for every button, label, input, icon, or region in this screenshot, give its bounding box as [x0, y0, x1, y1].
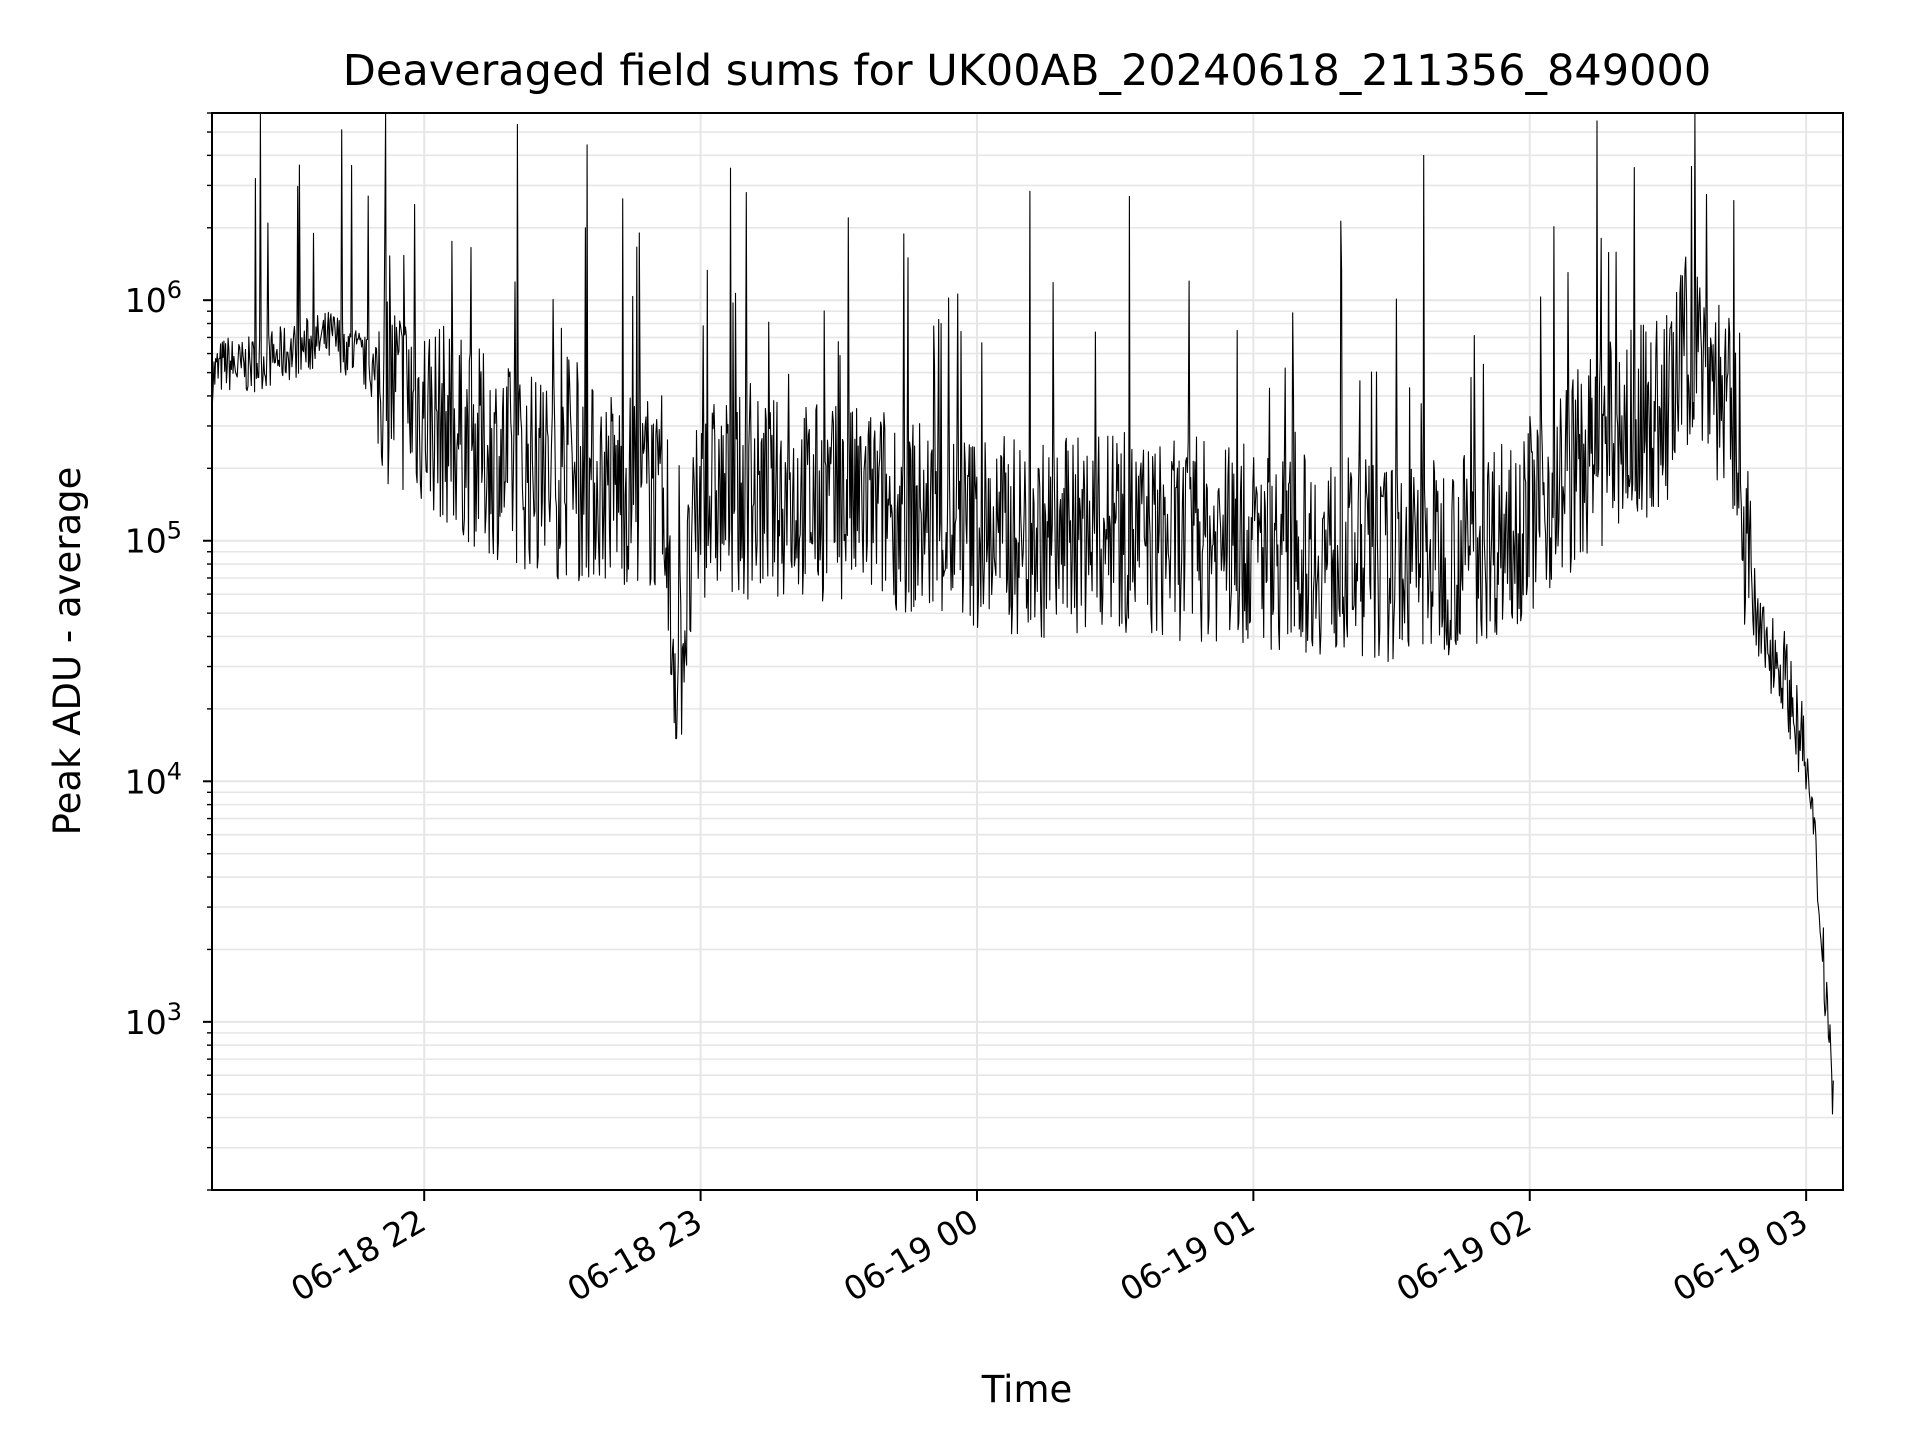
plot-frame	[211, 112, 1844, 1191]
y-axis-label: Peak ADU - average	[46, 467, 89, 836]
series-line	[211, 112, 1834, 1115]
series-group	[211, 112, 1834, 1115]
y-tick-label: 103	[125, 998, 182, 1042]
y-tick-label: 104	[125, 757, 182, 801]
y-tick-label: 106	[125, 276, 182, 320]
chart-title: Deaveraged field sums for UK00AB_2024061…	[343, 46, 1711, 96]
y-tick-label: 105	[125, 517, 182, 561]
x-axis-label: Time	[981, 1368, 1073, 1411]
